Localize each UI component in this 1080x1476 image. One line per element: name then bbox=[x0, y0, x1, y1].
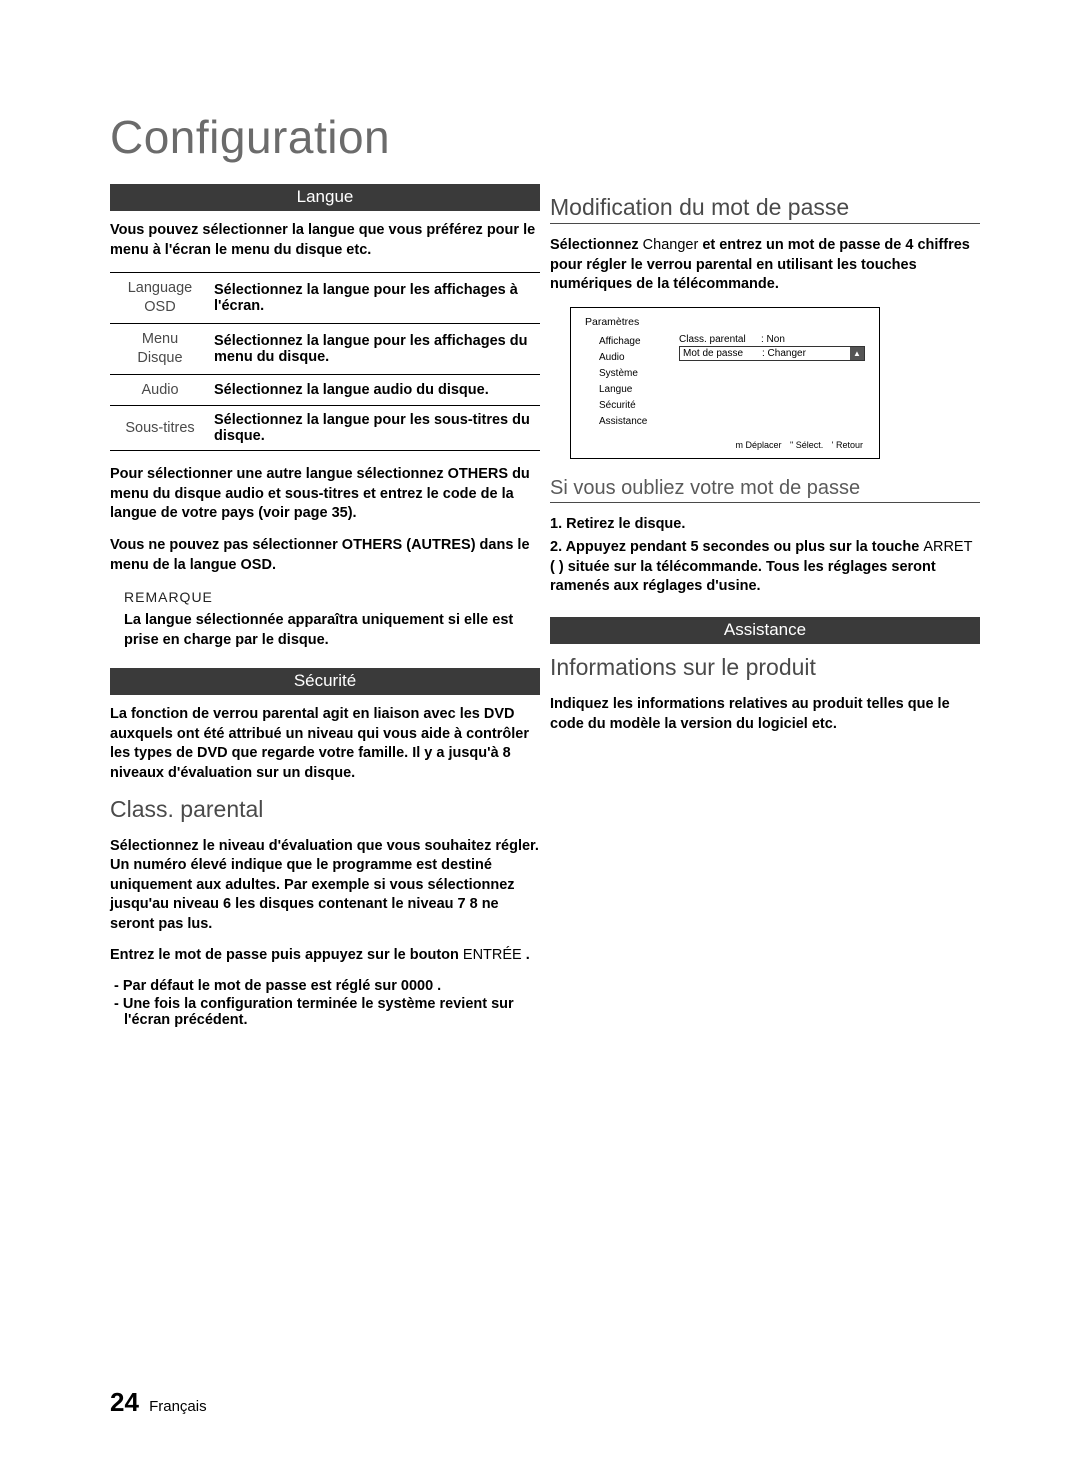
settings-screenshot: Paramètres Affichage Audio Système Langu… bbox=[570, 307, 880, 459]
langue-intro: Vous pouvez sélectionner la langue que v… bbox=[110, 221, 540, 260]
bullet-item: - Par défaut le mot de passe est réglé s… bbox=[110, 978, 540, 994]
settings-val: : Non bbox=[761, 334, 865, 345]
remark-label: REMARQUE bbox=[124, 589, 540, 605]
left-column: Langue Vous pouvez sélectionner la langu… bbox=[110, 184, 540, 1030]
assistance-section-bar: Assistance bbox=[550, 617, 980, 644]
class-parental-p1: Sélectionnez le niveau d'évaluation que … bbox=[110, 837, 540, 935]
langue-row-key: Menu Disque bbox=[110, 323, 210, 374]
securite-intro: La fonction de verrou parental agit en l… bbox=[110, 705, 540, 783]
langue-row-key: Sous-titres bbox=[110, 406, 210, 451]
assistance-text: Indiquez les informations relatives au p… bbox=[550, 695, 980, 734]
footer-hint: m Déplacer bbox=[736, 440, 782, 450]
langue-table: Language OSD Sélectionnez la langue pour… bbox=[110, 272, 540, 451]
page-number: 24 bbox=[110, 1387, 139, 1417]
page-footer: 24 Français bbox=[110, 1387, 207, 1418]
table-row: Audio Sélectionnez la langue audio du di… bbox=[110, 374, 540, 406]
langue-note1: Pour sélectionner une autre langue sélec… bbox=[110, 465, 540, 524]
settings-menu: Affichage Audio Système Langue Sécurité … bbox=[599, 334, 679, 430]
two-column-layout: Langue Vous pouvez sélectionner la langu… bbox=[110, 184, 980, 1030]
settings-footer: m Déplacer " Sélect. ' Retour bbox=[571, 438, 879, 458]
settings-menu-item: Assistance bbox=[599, 414, 679, 430]
page-lang: Français bbox=[149, 1398, 207, 1415]
settings-key: Mot de passe bbox=[680, 348, 762, 359]
step2b: ARRET bbox=[923, 539, 972, 555]
langue-row-key: Audio bbox=[110, 374, 210, 406]
settings-menu-item: Affichage bbox=[599, 334, 679, 350]
langue-note2: Vous ne pouvez pas sélectionner OTHERS (… bbox=[110, 536, 540, 575]
step2a: 2. Appuyez pendant 5 secondes ou plus su… bbox=[550, 539, 923, 555]
settings-right: Class. parental : Non Mot de passe : Cha… bbox=[679, 334, 865, 430]
table-row: Menu Disque Sélectionnez la langue pour … bbox=[110, 323, 540, 374]
remark-text: La langue sélectionnée apparaîtra unique… bbox=[124, 611, 540, 650]
settings-body: Affichage Audio Système Langue Sécurité … bbox=[571, 332, 879, 438]
class-bullets: - Par défaut le mot de passe est réglé s… bbox=[110, 978, 540, 1028]
langue-row-key: Language OSD bbox=[110, 273, 210, 324]
forget-step1: 1. Retirez le disque. bbox=[550, 515, 980, 535]
modif-pa: Sélectionnez bbox=[550, 237, 643, 253]
settings-key: Class. parental bbox=[679, 334, 761, 345]
class-parental-p2: Entrez le mot de passe puis appuyez sur … bbox=[110, 946, 540, 966]
settings-title: Paramètres bbox=[571, 308, 879, 332]
class-p2a: Entrez le mot de passe puis appuyez sur … bbox=[110, 947, 463, 963]
securite-section-bar: Sécurité bbox=[110, 668, 540, 695]
settings-menu-item: Audio bbox=[599, 350, 679, 366]
modif-heading: Modification du mot de passe bbox=[550, 194, 980, 224]
modif-paragraph: Sélectionnez Changer et entrez un mot de… bbox=[550, 236, 980, 295]
footer-hint: ' Retour bbox=[832, 440, 863, 450]
table-row: Sous-titres Sélectionnez la langue pour … bbox=[110, 406, 540, 451]
settings-menu-item: Sécurité bbox=[599, 398, 679, 414]
settings-row: Class. parental : Non bbox=[679, 334, 865, 345]
class-parental-heading: Class. parental bbox=[110, 796, 540, 825]
footer-hint: " Sélect. bbox=[790, 440, 823, 450]
page-title: Configuration bbox=[110, 110, 980, 164]
bullet-item: - Une fois la configuration terminée le … bbox=[110, 996, 540, 1028]
langue-section-bar: Langue bbox=[110, 184, 540, 211]
langue-row-val: Sélectionnez la langue pour les affichag… bbox=[210, 273, 540, 324]
arrow-up-icon: ▲ bbox=[850, 347, 864, 360]
assistance-heading: Informations sur le produit bbox=[550, 654, 980, 683]
langue-row-val: Sélectionnez la langue audio du disque. bbox=[210, 374, 540, 406]
settings-menu-item: Système bbox=[599, 366, 679, 382]
class-p2b: ENTRÉE bbox=[463, 947, 522, 963]
settings-row-highlight: Mot de passe : Changer ▲ bbox=[679, 346, 865, 361]
langue-row-val: Sélectionnez la langue pour les sous-tit… bbox=[210, 406, 540, 451]
langue-row-val: Sélectionnez la langue pour les affichag… bbox=[210, 323, 540, 374]
step2c: ( ) située sur la télécommande. Tous les… bbox=[550, 559, 936, 595]
settings-val: : Changer bbox=[762, 348, 850, 359]
forget-step2: 2. Appuyez pendant 5 secondes ou plus su… bbox=[550, 538, 980, 597]
modif-pb: Changer bbox=[643, 237, 699, 253]
class-p2c: . bbox=[522, 947, 530, 963]
table-row: Language OSD Sélectionnez la langue pour… bbox=[110, 273, 540, 324]
forget-heading: Si vous oubliez votre mot de passe bbox=[550, 477, 980, 503]
right-column: Modification du mot de passe Sélectionne… bbox=[550, 184, 980, 1030]
settings-menu-item: Langue bbox=[599, 382, 679, 398]
